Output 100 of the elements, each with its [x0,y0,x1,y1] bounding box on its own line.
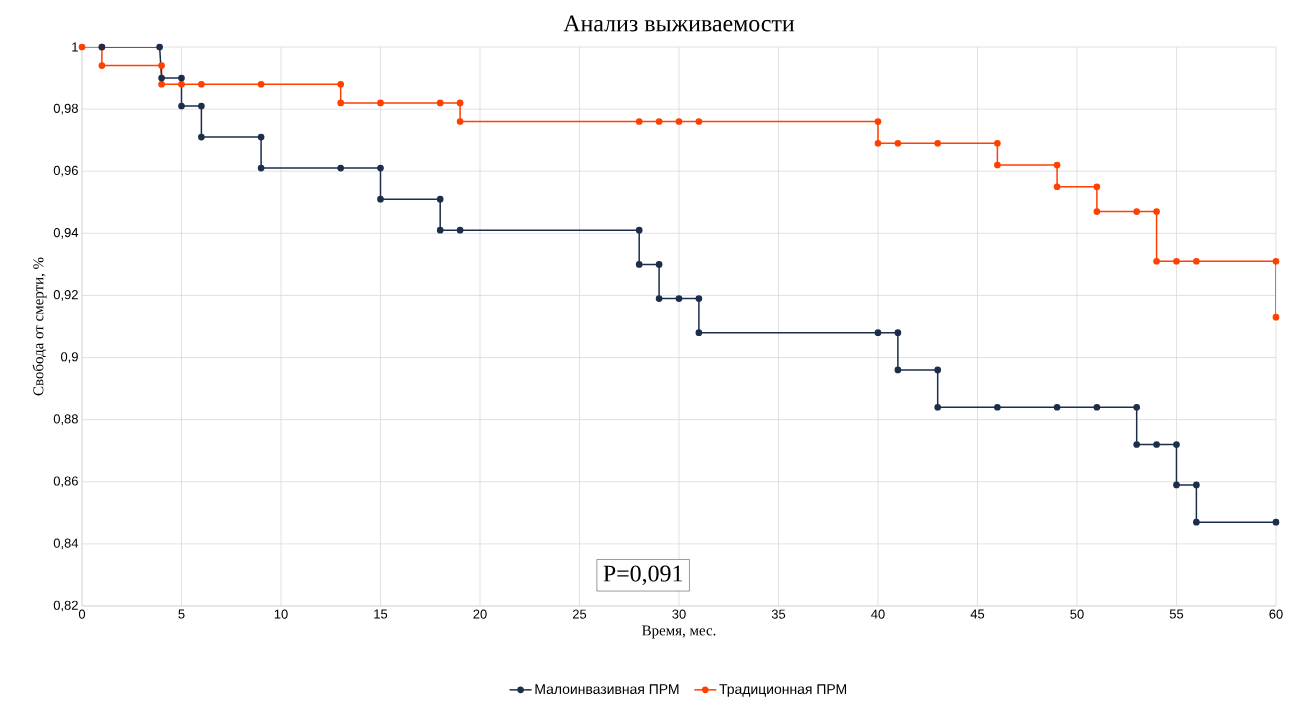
point [994,139,1001,147]
point [934,139,942,147]
point [377,195,384,203]
point [198,133,205,141]
point [675,118,683,125]
point [655,295,663,302]
point [436,226,444,234]
y-tick-label: 0,96 [53,165,78,177]
y-tick-label: 0,9 [60,352,78,363]
x-tick-label: 55 [1169,609,1184,619]
point [337,99,345,107]
x-tick-label: 60 [1269,609,1283,619]
point [1153,257,1160,265]
point [1272,313,1280,321]
legend-label: Малоинвазивная ПРМ [535,684,679,695]
point [874,139,882,147]
legend-label: Традиционная ПРМ [719,684,847,697]
annotation: P=0,091 [603,565,683,586]
chart-title: Анализ выживаемости [563,15,795,32]
point [436,195,444,203]
point [675,295,683,302]
x-tick-label: 30 [672,609,686,619]
x-tick-label: 10 [274,609,288,619]
point [456,226,464,234]
point [1053,161,1061,169]
point [1053,183,1061,191]
x-tick-label: 15 [374,609,388,619]
point [1173,257,1180,265]
point [377,99,384,107]
x-tick-label: 0 [78,609,86,619]
point [158,80,165,88]
point [456,99,464,107]
point [1093,183,1101,191]
x-tick-label: 40 [871,609,885,619]
point [178,102,185,110]
point [337,164,345,172]
point [98,62,106,69]
point [695,118,703,125]
x-tick-label: 50 [1070,609,1084,619]
point [655,261,663,268]
point [1193,481,1200,489]
point [1272,257,1280,265]
y-tick-label: 0,88 [53,414,78,426]
point [337,80,345,88]
point [1093,208,1101,215]
point [1272,518,1280,526]
point [158,74,165,82]
x-tick-label: 20 [473,609,487,619]
point [635,118,643,125]
point [456,118,464,125]
y-tick-label: 0,82 [53,600,78,612]
point [377,164,384,172]
y-tick-label: 1 [72,42,78,52]
y-tick-label: 0,84 [53,538,79,550]
point [436,99,444,107]
point [1173,481,1180,489]
point [257,164,265,172]
point [178,80,185,88]
point [1133,403,1141,411]
point [257,133,265,141]
point [695,329,703,337]
point [198,102,205,110]
point [874,118,882,125]
point [894,329,902,337]
point [994,403,1001,411]
point [158,62,165,69]
y-tick-label: 0,98 [53,103,78,115]
point [635,261,643,268]
point [1173,441,1180,448]
point [1053,403,1061,411]
point [1193,257,1200,265]
point [1193,518,1200,526]
point [874,329,882,337]
point [934,403,942,411]
point [198,80,205,88]
x-tick-label: 5 [178,609,185,619]
x-tick-label: 45 [970,609,985,619]
point [156,43,163,51]
point [934,366,942,374]
point [78,43,86,51]
y-tick-label: 0,92 [53,290,78,301]
point [257,80,265,88]
y-tick-label: 0,86 [53,476,78,488]
point [1093,403,1101,411]
x-axis-title: Время, мес. [642,625,716,639]
x-tick-label: 25 [572,609,587,619]
x-tick-label: 35 [771,609,786,619]
point [1153,208,1160,215]
point [635,226,643,234]
y-axis-title: Свобода от смерти, % [32,257,47,396]
point [994,161,1001,169]
point [1133,441,1141,448]
point [894,139,902,147]
point [1153,441,1160,448]
point [1133,208,1141,215]
point [695,295,703,302]
point [178,74,185,82]
y-tick-label: 0,94 [53,227,79,239]
point [655,118,663,125]
point [894,366,902,374]
